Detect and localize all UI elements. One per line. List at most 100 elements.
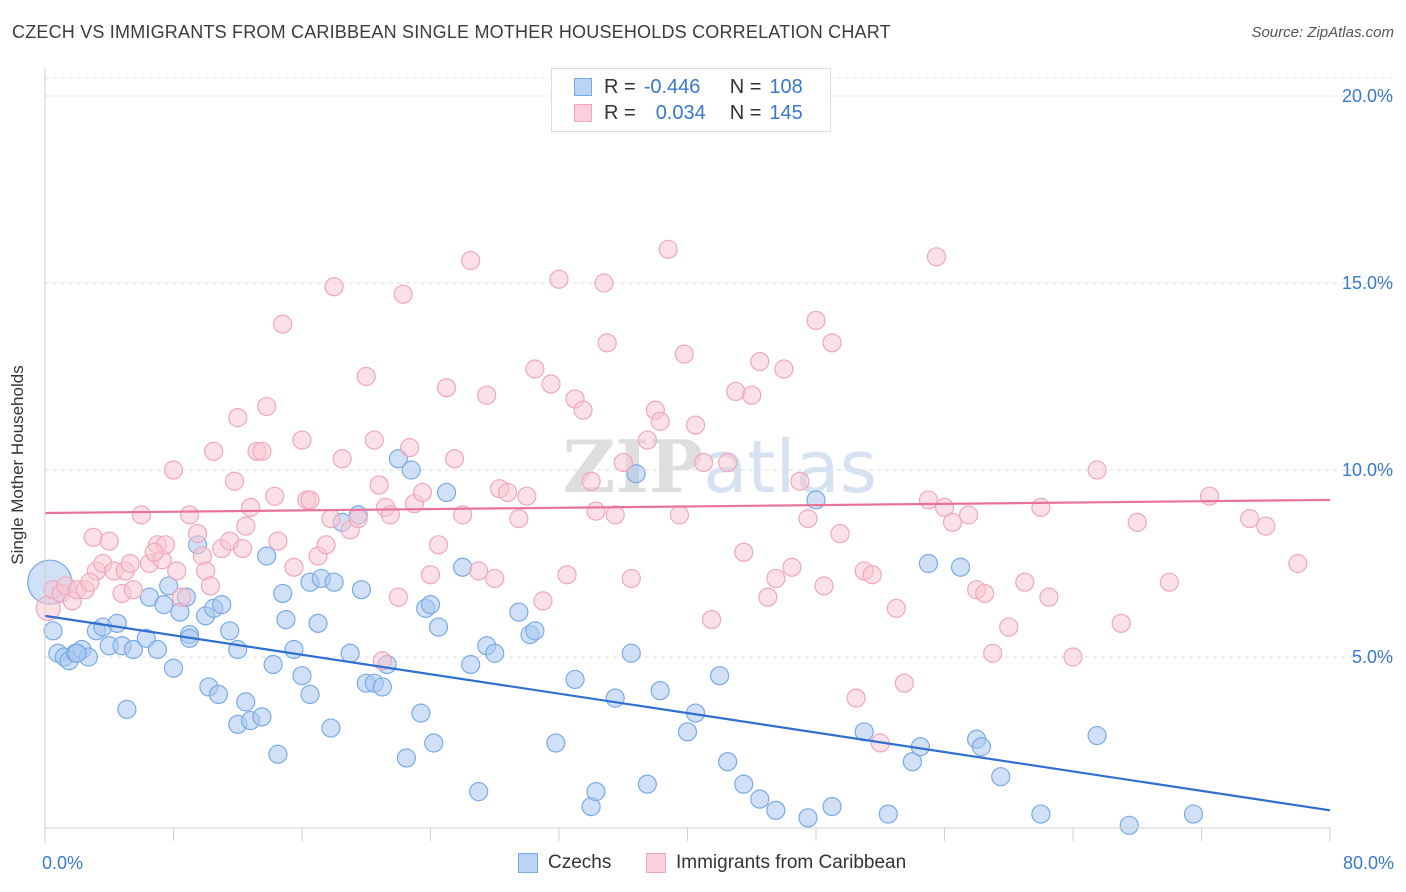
point-czechs [950,557,971,577]
point-caribbean [525,359,545,379]
point-caribbean [316,535,336,555]
point-caribbean [469,561,489,581]
point-caribbean [669,505,690,525]
point-caribbean [444,449,465,469]
y-tick-label: 15.0% [1342,273,1393,293]
point-czechs [750,789,770,809]
point-caribbean [273,314,293,334]
legend-n-label: N = [729,101,762,124]
point-caribbean [292,430,312,450]
point-caribbean [228,408,248,428]
point-czechs [154,595,174,615]
point-caribbean [120,553,140,574]
points-layer [27,239,1308,835]
point-caribbean [163,460,184,480]
point-caribbean [1256,516,1276,536]
point-caribbean [774,359,794,379]
point-czechs [163,658,184,678]
point-czechs [351,580,372,600]
point-czechs [525,621,545,641]
point-caribbean [99,531,119,551]
point-czechs [1119,815,1139,835]
point-caribbean [734,542,754,562]
grid [45,77,1393,658]
bottom-legend-swatch-czechs [518,853,538,873]
point-czechs [586,782,606,802]
point-caribbean [999,617,1019,637]
axes [44,68,1331,843]
trend-lines [44,498,1331,812]
point-czechs [67,643,87,663]
point-czechs [626,464,646,484]
point-czechs [918,553,939,574]
point-czechs [236,692,256,712]
point-caribbean [1240,509,1260,529]
point-czechs [677,722,698,742]
point-caribbean [1039,587,1059,607]
point-caribbean [252,441,272,461]
point-caribbean [224,471,245,491]
bottom-legend-swatch-caribbean [646,853,666,873]
point-czechs [401,460,421,480]
point-czechs [321,718,341,738]
point-caribbean [420,565,441,585]
point-czechs [396,748,417,768]
point-caribbean [766,568,786,589]
point-czechs [308,613,328,633]
point-caribbean [742,385,762,405]
point-caribbean [388,587,408,607]
point-caribbean [428,535,449,555]
point-czechs [822,796,842,817]
bottom-legend-czechs: Czechs [518,852,611,874]
point-caribbean [461,250,481,271]
point-caribbean [477,385,497,405]
point-czechs [208,684,229,705]
point-czechs [420,595,441,615]
legend-r-value: 0.034 [655,101,706,124]
point-czechs [424,733,444,753]
y-tick-label: 20.0% [1342,86,1393,106]
point-caribbean [200,576,221,596]
point-caribbean [356,366,376,387]
point-caribbean [498,482,518,503]
legend-row-czechs: R = -0.446 N = 108 [574,75,803,99]
point-caribbean [400,437,420,458]
point-caribbean [1063,647,1083,667]
bottom-legend-label-caribbean: Immigrants from Caribbean [676,852,907,873]
point-czechs [798,808,818,828]
x-tick-label-min: 0.0% [42,853,84,873]
point-caribbean [926,247,947,267]
point-caribbean [509,509,529,529]
point-czechs [605,688,625,708]
point-caribbean [674,344,694,364]
point-czechs [546,733,566,753]
y-tick-label: 5.0% [1352,647,1393,667]
point-caribbean [581,471,601,491]
point-caribbean [232,538,253,559]
point-caribbean [983,643,1003,663]
point-caribbean [637,430,657,450]
source-label: Source: ZipAtlas.com [1251,24,1394,41]
legend-n-value: 145 [769,101,803,124]
point-czechs [650,681,670,701]
point-caribbean [393,284,413,304]
point-caribbean [1127,512,1147,532]
point-caribbean [975,583,995,604]
point-caribbean [822,333,842,353]
point-caribbean [324,277,344,297]
point-czechs [147,639,168,660]
point-caribbean [1031,497,1051,517]
point-caribbean [750,351,770,372]
point-czechs [509,602,529,622]
point-czechs [107,613,127,633]
trend-line-czechs [44,614,1331,812]
point-caribbean [549,269,569,289]
point-czechs [220,621,240,641]
y-tick-label: 10.0% [1342,460,1393,480]
point-caribbean [131,505,151,525]
point-czechs [878,804,898,824]
point-czechs [300,684,320,705]
point-caribbean [726,381,746,402]
point-czechs [372,677,392,697]
